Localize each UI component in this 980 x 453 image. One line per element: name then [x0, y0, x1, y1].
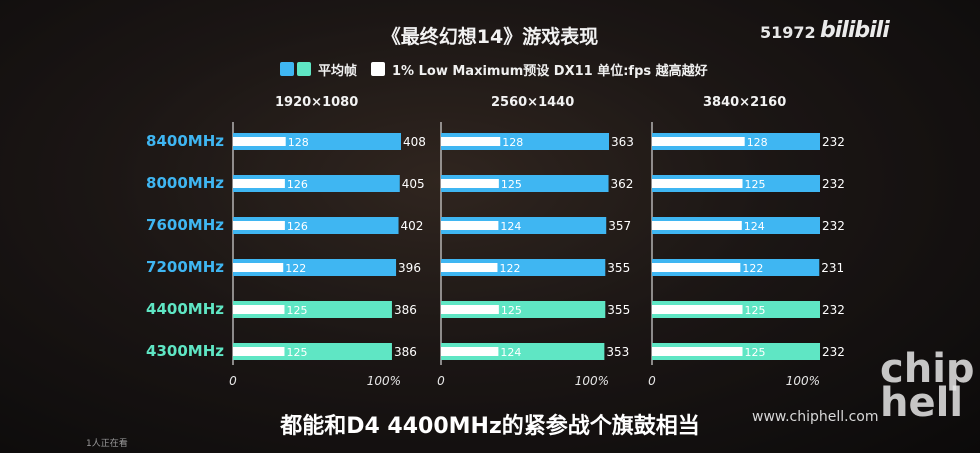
low-value-label: 128	[747, 136, 768, 149]
low-value-label: 125	[286, 346, 307, 359]
low-value-label: 122	[285, 262, 306, 275]
low-value-label: 125	[501, 178, 522, 191]
low-bar	[441, 305, 499, 314]
low-value-label: 128	[502, 136, 523, 149]
low-bar	[233, 221, 285, 230]
panel-title-1080p: 1920×1080	[275, 95, 359, 110]
avg-value-label: 386	[394, 303, 417, 317]
low-bar	[233, 305, 285, 314]
low-bar	[441, 263, 498, 272]
low-value-label: 124	[744, 220, 765, 233]
legend-low-label: 1% Low Maximum预设 DX11 单位:fps 越高越好	[392, 63, 708, 79]
avg-value-label: 232	[822, 219, 845, 233]
tick-label-min: 0	[229, 374, 237, 388]
row-label-7600mhz: 7600MHz	[146, 216, 224, 234]
legend-swatch-ddr5	[280, 62, 294, 76]
avg-value-label: 357	[608, 219, 631, 233]
low-bar	[652, 179, 743, 188]
low-value-label: 126	[287, 178, 308, 191]
avg-value-label: 232	[822, 303, 845, 317]
low-value-label: 125	[745, 346, 766, 359]
avg-value-label: 402	[401, 219, 424, 233]
view-count: 51972	[760, 23, 816, 42]
low-bar	[441, 137, 501, 146]
legend-swatch-ddr4	[297, 62, 311, 76]
avg-value-label: 363	[611, 135, 634, 149]
low-bar	[441, 179, 499, 188]
panel-title-1440p: 2560×1440	[491, 95, 575, 110]
low-bar	[233, 179, 285, 188]
avg-value-label: 396	[398, 261, 421, 275]
legend-avg-label: 平均帧	[318, 63, 358, 79]
viewer-count: 1人正在看	[86, 439, 128, 449]
low-value-label: 126	[287, 220, 308, 233]
tick-label-min: 0	[437, 374, 445, 388]
low-value-label: 124	[500, 346, 521, 359]
chiphell-logo: chip hell	[880, 346, 975, 426]
low-bar	[441, 347, 499, 356]
low-bar	[652, 305, 743, 314]
row-label-8400mhz: 8400MHz	[146, 132, 224, 150]
bilibili-logo: bilibili	[820, 18, 890, 43]
video-subtitle: 都能和D4 4400MHz的紧参战个旗鼓相当	[280, 414, 700, 439]
low-bar	[652, 137, 745, 146]
bar-chart: 0 100% 128 408 126 405 126 402 122 396 125 386 125 38…	[229, 122, 845, 388]
avg-value-label: 353	[606, 345, 629, 359]
chart-title: 《最终幻想14》游戏表现	[381, 26, 599, 48]
tick-label-max: 100%	[575, 374, 609, 388]
low-value-label: 122	[499, 262, 520, 275]
row-label-8000mhz: 8000MHz	[146, 174, 224, 192]
low-value-label: 124	[500, 220, 521, 233]
avg-value-label: 362	[611, 177, 634, 191]
row-label-4300mhz: 4300MHz	[146, 342, 224, 360]
avg-value-label: 232	[822, 135, 845, 149]
avg-value-label: 232	[822, 345, 845, 359]
row-label-4400mhz: 4400MHz	[146, 300, 224, 318]
avg-value-label: 355	[607, 303, 630, 317]
tick-label-min: 0	[648, 374, 656, 388]
avg-value-label: 408	[403, 135, 426, 149]
row-label-7200mhz: 7200MHz	[146, 258, 224, 276]
low-bar	[441, 221, 499, 230]
low-bar	[233, 347, 285, 356]
low-value-label: 125	[286, 304, 307, 317]
panel-title-2160p: 3840×2160	[703, 95, 787, 110]
avg-value-label: 405	[402, 177, 425, 191]
low-value-label: 125	[501, 304, 522, 317]
avg-value-label: 386	[394, 345, 417, 359]
low-value-label: 122	[742, 262, 763, 275]
legend: 平均帧 1% Low Maximum预设 DX11 单位:fps 越高越好	[280, 60, 708, 79]
low-value-label: 125	[745, 304, 766, 317]
avg-value-label: 232	[822, 177, 845, 191]
tick-label-max: 100%	[786, 374, 820, 388]
low-bar	[652, 263, 741, 272]
tick-label-max: 100%	[367, 374, 401, 388]
avg-value-label: 231	[821, 261, 844, 275]
watermark-url: www.chiphell.com	[752, 409, 879, 425]
low-bar	[652, 347, 743, 356]
low-bar	[233, 263, 284, 272]
avg-value-label: 355	[607, 261, 630, 275]
low-value-label: 128	[288, 136, 309, 149]
legend-swatch-low	[371, 62, 386, 76]
low-bar	[652, 221, 742, 230]
low-value-label: 125	[745, 178, 766, 191]
low-bar	[233, 137, 286, 146]
